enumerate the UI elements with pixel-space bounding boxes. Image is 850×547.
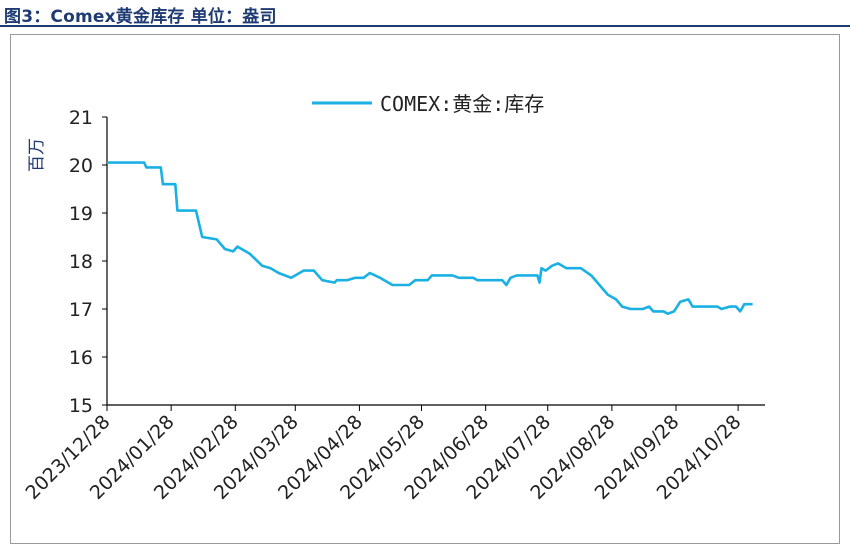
chart-frame [10, 34, 840, 544]
legend-label: COMEX:黄金:库存 [380, 92, 544, 116]
y-axis-label: 百万 [27, 138, 47, 172]
y-tick-label: 15 [69, 395, 93, 417]
title-rule [0, 25, 850, 27]
y-tick-label: 16 [69, 347, 93, 369]
y-tick-label: 18 [69, 251, 93, 273]
series-line [107, 161, 753, 316]
figure-title: 图3：Comex黄金库存 单位：盎司 [4, 7, 277, 27]
y-axis: 15 16 17 18 19 20 21 [69, 107, 108, 417]
y-tick-label: 20 [69, 155, 93, 177]
legend: COMEX:黄金:库存 [312, 92, 544, 116]
series-layer [107, 161, 753, 316]
y-tick-label: 21 [69, 107, 93, 129]
x-axis: 2023/12/282024/01/282024/02/282024/03/28… [22, 404, 765, 504]
y-tick-label: 17 [69, 299, 93, 321]
y-tick-label: 19 [69, 203, 93, 225]
